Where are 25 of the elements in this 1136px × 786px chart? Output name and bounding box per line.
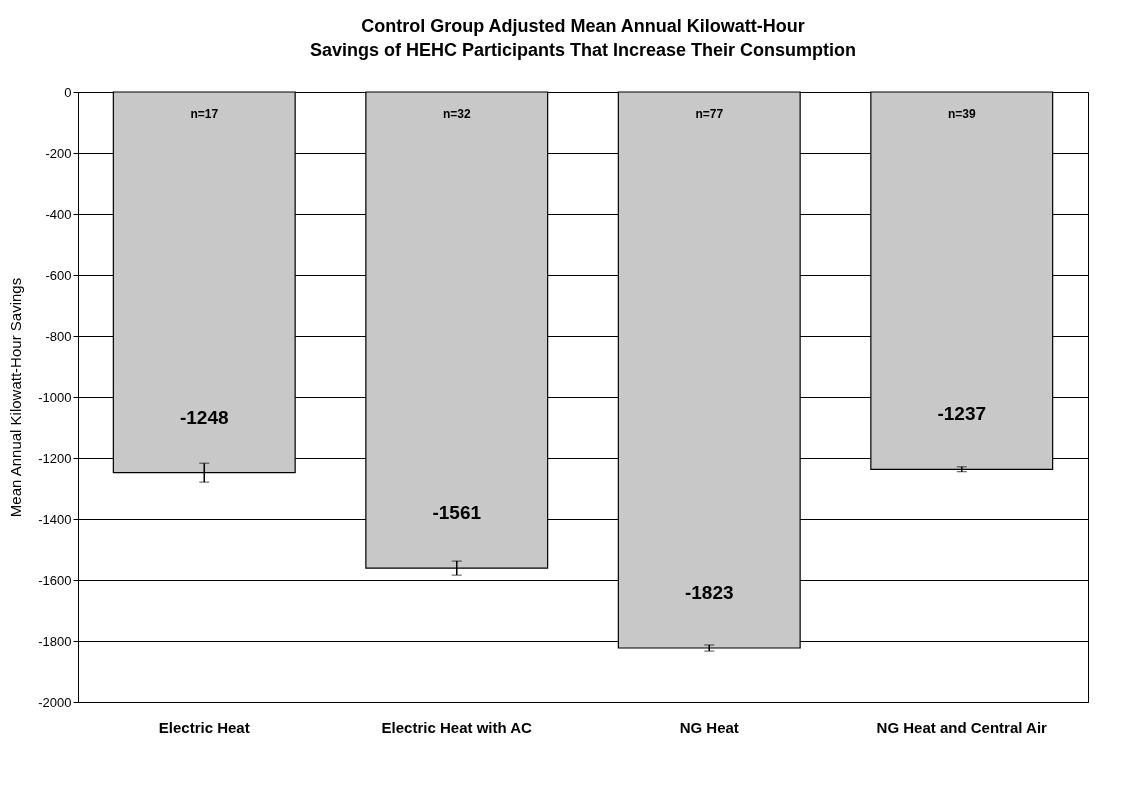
x-tick-label: NG Heat [679,718,739,736]
y-tick-label: -1800 [38,633,72,649]
y-tick-label: -1200 [38,450,72,466]
annotation: n=17 [190,107,219,121]
data-label: -1237 [937,403,987,425]
x-tick-label: NG Heat and Central Air [876,718,1048,736]
chart-title: Control Group Adjusted Mean Annual Kilowatt-Hour Savings of HEHC Participants That Increase Their Consumption [309,16,857,60]
y-tick-label: -400 [45,206,72,222]
y-axis-title: Mean Annual Kilowatt-Hour Savings [7,277,25,518]
y-tick-label: 0 [64,84,72,100]
annotation: n=77 [695,107,724,121]
y-tick-label: -2000 [38,694,72,710]
y-tick-label: -1400 [38,511,72,527]
y-tick-label: -600 [45,267,72,283]
y-tick-label: -800 [45,328,72,344]
x-tick-label: Electric Heat with AC [381,718,533,736]
y-tick-label: -200 [45,145,72,161]
x-tick-label: Electric Heat [158,718,250,736]
data-label: -1248 [179,406,229,428]
y-tick-label: -1000 [38,389,72,405]
data-label: -1823 [684,582,734,604]
annotation: n=32 [442,107,471,121]
data-label: -1561 [432,502,482,524]
annotation: n=39 [947,107,976,121]
y-tick-label: -1600 [38,572,72,588]
